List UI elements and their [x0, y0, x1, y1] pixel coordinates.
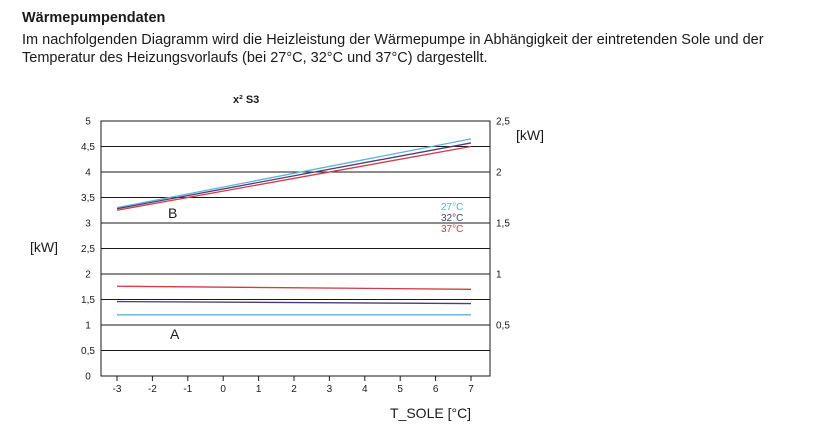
x-tick-label: 6	[433, 384, 439, 395]
x-tick-label: 5	[397, 384, 403, 395]
y-tick-label: 4	[85, 168, 91, 179]
chart-title: x² S3	[233, 94, 259, 106]
x-tick-label: -2	[148, 384, 157, 395]
x-tick-label: 0	[220, 384, 226, 395]
series-line-b-37	[116, 145, 472, 211]
y-axis-title: [kW]	[30, 239, 58, 255]
y2-tick-label: 1	[496, 270, 502, 281]
curve-label-a: A	[170, 326, 180, 342]
section-heading: Wärmepumpendaten	[22, 10, 166, 26]
y-tick-label: 3	[85, 219, 91, 230]
y2-axis-ticks: 0,5 1 1,5 2 2,5	[496, 117, 510, 332]
plot-frame	[100, 120, 491, 377]
curve-label-b: B	[168, 205, 177, 221]
y-tick-label: 5	[85, 117, 91, 128]
intro-paragraph: Im nachfolgenden Diagramm wird die Heizl…	[22, 32, 764, 66]
y-axis-ticks: 0 0,5 1 1,5 2 2,5 3 3,5 4 4,5 5	[81, 117, 95, 383]
series-line-b-32	[116, 142, 472, 210]
legend-27: 27°C	[441, 202, 463, 213]
y-tick-label: 1,5	[81, 295, 95, 306]
y-tick-label: 3,5	[81, 193, 95, 204]
y2-tick-label: 0,5	[496, 321, 510, 332]
x-tick-label: 4	[362, 384, 368, 395]
x-axis-title: T_SOLE [°C]	[390, 405, 471, 421]
legend-32: 32°C	[441, 213, 463, 224]
x-tick-label: 1	[256, 384, 262, 395]
series-line-a-32	[116, 300, 472, 305]
y2-tick-label: 1,5	[496, 219, 510, 230]
y2-tick-label: 2,5	[496, 117, 510, 128]
y-tick-label: 1	[85, 321, 91, 332]
legend-37: 37°C	[441, 224, 463, 235]
y-tick-label: 0,5	[81, 346, 95, 357]
series-lines	[116, 138, 472, 316]
grid-lines	[101, 146, 490, 351]
x-tick-label: 3	[327, 384, 333, 395]
x-tick-label: -1	[183, 384, 192, 395]
y-tick-label: 4,5	[81, 142, 95, 153]
y-tick-label: 0	[85, 372, 91, 383]
x-axis-ticks: -3 -2 -1 0 1 2 3 4 5 6 7	[113, 376, 474, 395]
x-tick-label: -3	[113, 384, 122, 395]
series-line-a-37	[116, 285, 472, 290]
y-tick-label: 2	[85, 270, 91, 281]
x-tick-label: 2	[291, 384, 297, 395]
series-line-b-27	[116, 138, 472, 209]
y-tick-label: 2,5	[81, 244, 95, 255]
y2-tick-label: 2	[496, 168, 502, 179]
x-tick-label: 7	[468, 384, 474, 395]
y2-axis-title: [kW]	[516, 127, 544, 143]
